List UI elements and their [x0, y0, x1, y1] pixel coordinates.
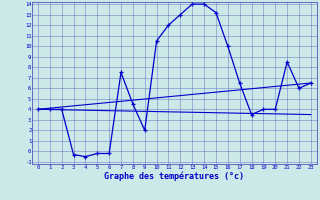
X-axis label: Graphe des températures (°c): Graphe des températures (°c)	[104, 171, 244, 181]
